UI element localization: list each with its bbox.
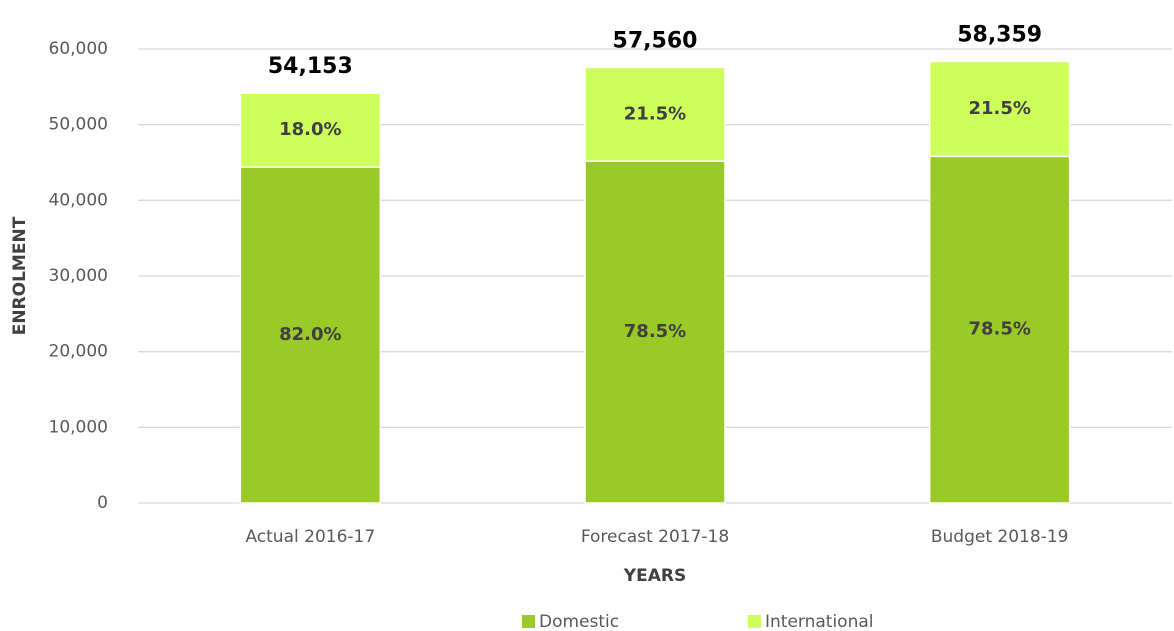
legend-swatch bbox=[522, 615, 535, 628]
total-label: 54,153 bbox=[268, 54, 353, 79]
x-tick-label: Actual 2016-17 bbox=[245, 527, 375, 547]
segment-label: 21.5% bbox=[968, 98, 1030, 119]
y-tick-label: 60,000 bbox=[49, 39, 108, 59]
y-axis-title: ENROLMENT bbox=[10, 216, 30, 335]
legend-swatch bbox=[748, 615, 761, 628]
x-tick-label: Budget 2018-19 bbox=[931, 527, 1069, 547]
y-tick-label: 50,000 bbox=[49, 115, 108, 135]
legend-label: Domestic bbox=[539, 612, 619, 631]
bar-segment bbox=[928, 155, 1071, 504]
bar-segment bbox=[928, 60, 1071, 158]
total-label: 58,359 bbox=[957, 22, 1042, 47]
bar-segment bbox=[584, 160, 726, 504]
legend-label: International bbox=[765, 612, 874, 631]
y-tick-label: 30,000 bbox=[49, 266, 108, 286]
bar-segment bbox=[239, 166, 382, 504]
x-axis-title: YEARS bbox=[623, 566, 686, 586]
bar-segment bbox=[239, 92, 382, 168]
total-label: 57,560 bbox=[613, 28, 698, 53]
segment-label: 18.0% bbox=[279, 119, 341, 140]
y-tick-label: 20,000 bbox=[49, 342, 108, 362]
bar-segment bbox=[584, 66, 726, 162]
segment-label: 78.5% bbox=[968, 319, 1030, 340]
y-tick-label: 40,000 bbox=[49, 190, 108, 210]
x-tick-label: Forecast 2017-18 bbox=[581, 527, 729, 547]
y-tick-label: 10,000 bbox=[49, 417, 108, 437]
segment-label: 21.5% bbox=[624, 103, 686, 124]
segment-label: 82.0% bbox=[279, 324, 341, 345]
segment-label: 78.5% bbox=[624, 321, 686, 342]
y-tick-label: 0 bbox=[97, 493, 108, 513]
